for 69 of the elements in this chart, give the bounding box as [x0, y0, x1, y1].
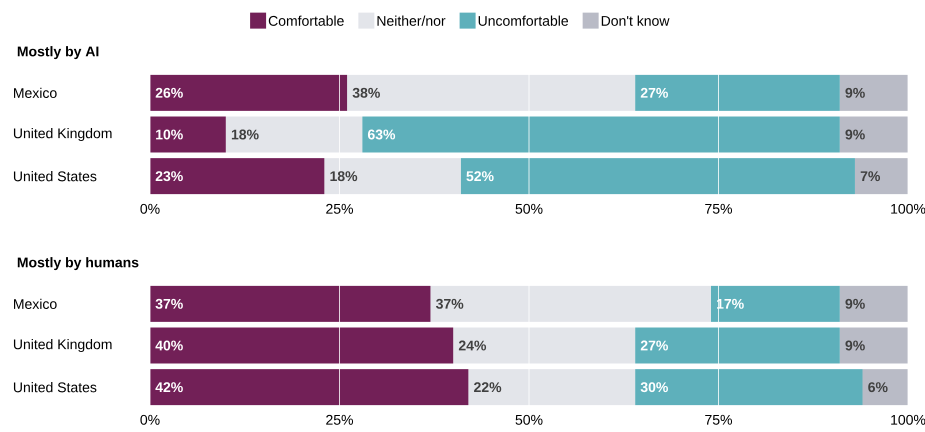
bar: [150, 369, 468, 406]
bar: [862, 369, 908, 406]
data-label: 18%: [330, 171, 358, 182]
y-tick-label: United Kingdom: [14, 338, 112, 352]
data-label: 63%: [368, 130, 396, 140]
bar: [635, 369, 863, 406]
data-label: 23%: [156, 171, 183, 182]
bar: [226, 116, 362, 153]
x-tick-label: 0%: [140, 204, 160, 214]
bar: [150, 328, 454, 364]
bar: [854, 158, 908, 194]
data-label: 22%: [474, 382, 502, 392]
bar: [840, 286, 908, 322]
x-tick-label: 50%: [516, 204, 543, 214]
bar: [710, 286, 840, 322]
x-tick-label: 100%: [891, 204, 925, 214]
data-label: 9%: [845, 298, 865, 309]
legend-label: Uncomfortable: [478, 16, 568, 26]
x-tick-label: 0%: [140, 414, 160, 425]
data-label: 18%: [232, 130, 259, 140]
legend-label: Don't know: [602, 16, 670, 26]
data-label: 26%: [156, 88, 183, 98]
bar: [150, 116, 226, 153]
y-tick-label: United States: [14, 171, 96, 182]
data-label: 27%: [640, 88, 668, 98]
bar: [150, 286, 430, 322]
data-label: 37%: [156, 298, 183, 309]
data-label: 7%: [860, 171, 880, 182]
y-tick-label: Mexico: [14, 298, 57, 309]
chart-title: Mostly by AI: [18, 46, 98, 60]
data-label: 10%: [156, 130, 183, 140]
data-label: 9%: [845, 340, 865, 350]
data-label: 40%: [155, 340, 183, 350]
bar: [362, 116, 840, 153]
x-tick-label: 100%: [891, 414, 925, 425]
bar: [635, 74, 840, 111]
bar: [468, 369, 636, 406]
legend-label: Neither/nor: [378, 16, 446, 26]
data-label: 42%: [155, 382, 183, 392]
bar: [840, 74, 908, 111]
bar: [150, 74, 348, 111]
chart-title: Mostly by humans: [18, 257, 138, 270]
data-label: 30%: [640, 382, 668, 392]
data-label: 24%: [458, 340, 486, 350]
bar: [460, 158, 855, 194]
bar: [635, 328, 840, 364]
x-tick-label: 25%: [326, 414, 354, 425]
data-label: 37%: [436, 298, 464, 309]
y-tick-label: Mexico: [14, 88, 57, 98]
data-label: 9%: [845, 88, 865, 98]
y-tick-label: United States: [14, 382, 96, 392]
x-tick-label: 50%: [516, 414, 543, 425]
bar: [324, 158, 461, 194]
bar: [150, 158, 324, 194]
x-tick-label: 75%: [705, 204, 732, 214]
data-label: 6%: [868, 382, 888, 392]
data-label: 27%: [640, 340, 668, 350]
x-tick-label: 25%: [326, 204, 354, 214]
bar: [430, 286, 711, 322]
bar: [840, 328, 908, 364]
x-tick-label: 75%: [705, 414, 732, 425]
data-label: 52%: [466, 171, 494, 182]
bar: [347, 74, 636, 111]
bar: [840, 116, 908, 153]
data-label: 9%: [845, 130, 865, 140]
bar: [453, 328, 636, 364]
legend-label: Comfortable: [268, 16, 344, 26]
data-label: 38%: [352, 88, 380, 98]
y-tick-label: United Kingdom: [14, 128, 112, 142]
